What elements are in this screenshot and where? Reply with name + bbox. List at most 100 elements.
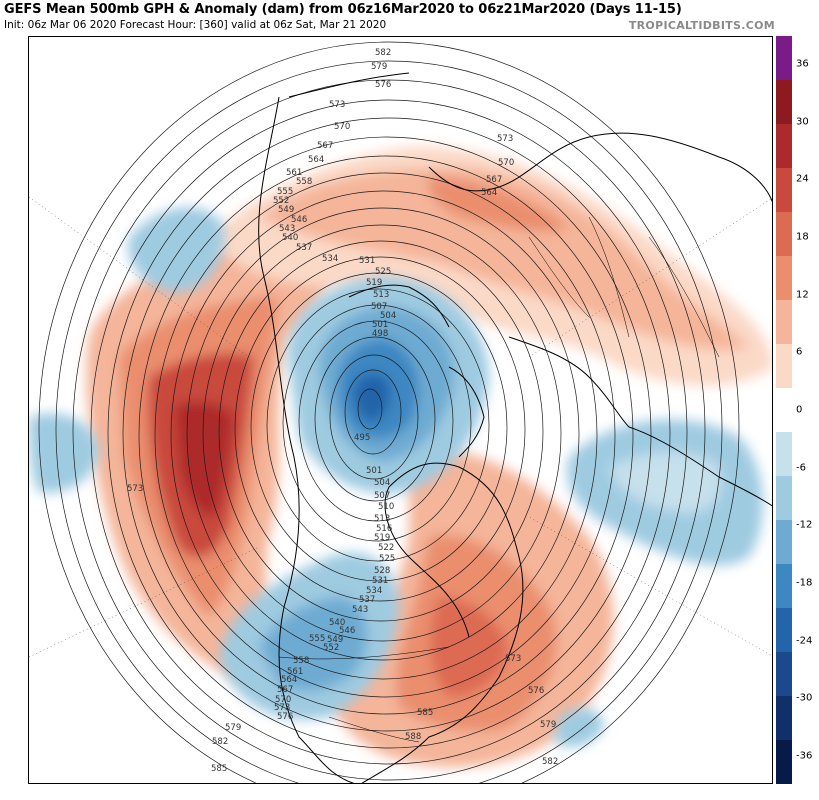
coastlines <box>258 72 772 783</box>
contour-label: 579 <box>371 62 387 72</box>
colorbar-swatch <box>776 564 792 609</box>
contour-label: 543 <box>352 605 368 615</box>
contour-label: 573 <box>274 703 290 713</box>
contour-label: 558 <box>293 656 309 666</box>
colorbar-tick-label: 12 <box>796 289 809 301</box>
contour-label: 540 <box>282 233 298 243</box>
contour-label: 510 <box>378 502 394 512</box>
contour-label: 579 <box>225 723 241 733</box>
map-panel: 582 579 576 573 570 567 564 561 558 555 … <box>28 36 773 784</box>
contour-label: 573 <box>127 484 143 494</box>
contour-label: 567 <box>486 175 502 185</box>
colorbar-swatch <box>776 432 792 477</box>
contour-label: 567 <box>317 141 333 151</box>
map-canvas: 582 579 576 573 570 567 564 561 558 555 … <box>29 41 772 783</box>
colorbar-tick-label: 18 <box>796 231 809 243</box>
contour-label: 531 <box>372 576 388 586</box>
contour-label: 519 <box>374 533 390 543</box>
contour-label: 534 <box>322 254 338 264</box>
contour-label: 585 <box>211 764 227 774</box>
colorbar-tick-label: -30 <box>796 692 813 704</box>
contour-label: 564 <box>281 675 297 685</box>
contour-label: 543 <box>279 224 295 234</box>
colorbar-swatch <box>776 300 792 345</box>
contour-label: 549 <box>278 205 294 215</box>
contour-label: 522 <box>378 543 394 553</box>
contour-label: 495 <box>354 433 370 443</box>
colorbar-swatch <box>776 80 792 125</box>
contour-label: 555 <box>309 634 325 644</box>
colorbar-tick-label: -24 <box>796 635 813 647</box>
contour-label: 582 <box>212 737 228 747</box>
contour-label: 501 <box>372 320 388 330</box>
contour-label: 561 <box>287 667 303 677</box>
contour-label: 504 <box>380 311 396 321</box>
contour-label: 573 <box>497 134 513 144</box>
contour-label: 525 <box>375 267 391 277</box>
colorbar-swatch <box>776 36 792 81</box>
contour-label: 546 <box>339 626 355 636</box>
graticule <box>29 196 772 658</box>
contour-label: 582 <box>542 757 558 767</box>
contour-label: 585 <box>417 708 433 718</box>
init-valid-line: Init: 06z Mar 06 2020 Forecast Hour: [36… <box>4 19 387 31</box>
contour-label: 576 <box>375 80 391 90</box>
contour-label: 564 <box>308 155 324 165</box>
contour-label: 513 <box>374 514 390 524</box>
colorbar-swatch <box>776 652 792 697</box>
contour-label: 576 <box>277 712 293 722</box>
contour-label: 573 <box>329 100 345 110</box>
colorbar-swatch <box>776 212 792 257</box>
contour-label: 570 <box>275 695 291 705</box>
contour-label: 579 <box>540 720 556 730</box>
colorbar-swatches <box>776 36 792 784</box>
contour-label: 549 <box>327 635 343 645</box>
contour-label: 537 <box>359 595 375 605</box>
contour-label: 519 <box>366 278 382 288</box>
contour-label: 564 <box>481 188 497 198</box>
contour-label: 513 <box>373 290 389 300</box>
anomaly-ridge-eurasia <box>209 146 772 386</box>
contour-label: 531 <box>359 256 375 266</box>
colorbar-swatch <box>776 388 792 433</box>
contour-label: 498 <box>372 329 388 339</box>
contour-label: 501 <box>366 466 382 476</box>
contour-label: 573 <box>505 654 521 664</box>
colorbar-tick-label: 24 <box>796 173 809 185</box>
colorbar-swatch <box>776 696 792 741</box>
colorbar-swatch <box>776 344 792 389</box>
contour-label: 588 <box>405 732 421 742</box>
colorbar-tick-label: -18 <box>796 577 813 589</box>
colorbar-tick-label: 0 <box>796 404 803 416</box>
colorbar-swatch <box>776 520 792 565</box>
contour-labels: 582 579 576 573 570 567 564 561 558 555 … <box>127 48 558 774</box>
colorbar-tick-label: -36 <box>796 750 813 762</box>
height-contours <box>38 41 740 783</box>
colorbar-tick-label: -6 <box>796 462 806 474</box>
contour-label: 528 <box>374 566 390 576</box>
contour-label: 552 <box>323 643 339 653</box>
contour-label: 555 <box>277 187 293 197</box>
colorbar-tick-label: -12 <box>796 519 813 531</box>
contour-label: 540 <box>329 618 345 628</box>
contour-label: 567 <box>277 685 293 695</box>
colorbar-tick-label: 30 <box>796 116 809 128</box>
colorbar-swatch <box>776 740 792 784</box>
anomaly-trough-arctic <box>287 277 489 494</box>
anomaly-trough-western-us <box>219 552 399 720</box>
contour-label: 558 <box>296 177 312 187</box>
contour-label: 537 <box>296 243 312 253</box>
anomaly-ridge-pacific <box>86 227 342 687</box>
contour-label: 552 <box>273 196 289 206</box>
contour-label: 516 <box>376 524 392 534</box>
contour-label: 525 <box>379 554 395 564</box>
colorbar-swatch <box>776 124 792 169</box>
contour-label: 576 <box>528 686 544 696</box>
contour-label: 570 <box>334 122 350 132</box>
colorbar-swatch <box>776 256 792 301</box>
colorbar-swatch <box>776 476 792 521</box>
colorbar-tick-label: 6 <box>796 346 803 358</box>
contour-label: 507 <box>371 302 387 312</box>
contour-label: 582 <box>375 48 391 58</box>
country-borders <box>278 216 720 743</box>
